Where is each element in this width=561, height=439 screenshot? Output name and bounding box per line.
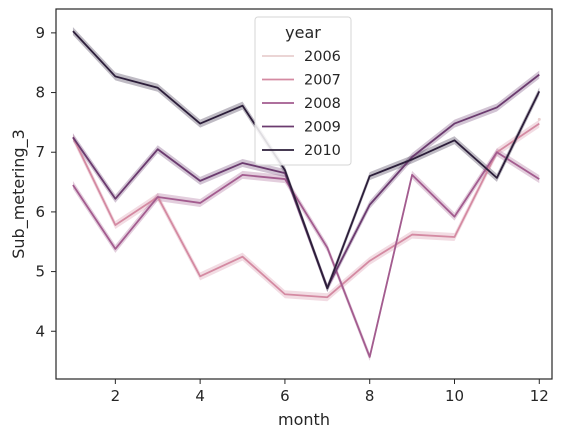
y-tick-label: 7: [35, 143, 45, 161]
x-tick-label: 12: [530, 387, 549, 405]
y-tick-label: 8: [35, 84, 45, 102]
y-axis-label: Sub_metering_3: [9, 129, 29, 259]
x-axis-ticks: 2 4 6 8 10 12: [111, 379, 549, 405]
legend-label-2009: 2009: [304, 120, 341, 136]
y-tick-label: 6: [35, 203, 45, 221]
legend-title: year: [285, 23, 321, 42]
y-tick-label: 9: [35, 24, 45, 42]
legend: year 2006 2007 2008 2009 2010: [255, 17, 351, 165]
series-point-2006: [538, 118, 541, 121]
x-tick-label: 6: [280, 387, 290, 405]
legend-label-2008: 2008: [304, 96, 341, 112]
legend-label-2010: 2010: [304, 143, 341, 159]
x-tick-label: 10: [445, 387, 464, 405]
y-axis-ticks: 4 5 6 7 8 9: [35, 24, 56, 340]
x-axis-label: month: [278, 410, 330, 429]
x-tick-label: 8: [365, 387, 375, 405]
x-tick-label: 4: [195, 387, 205, 405]
legend-label-2006: 2006: [304, 49, 341, 65]
y-tick-label: 5: [35, 263, 45, 281]
x-tick-label: 2: [111, 387, 121, 405]
legend-label-2007: 2007: [304, 73, 341, 89]
y-tick-label: 4: [35, 322, 45, 340]
